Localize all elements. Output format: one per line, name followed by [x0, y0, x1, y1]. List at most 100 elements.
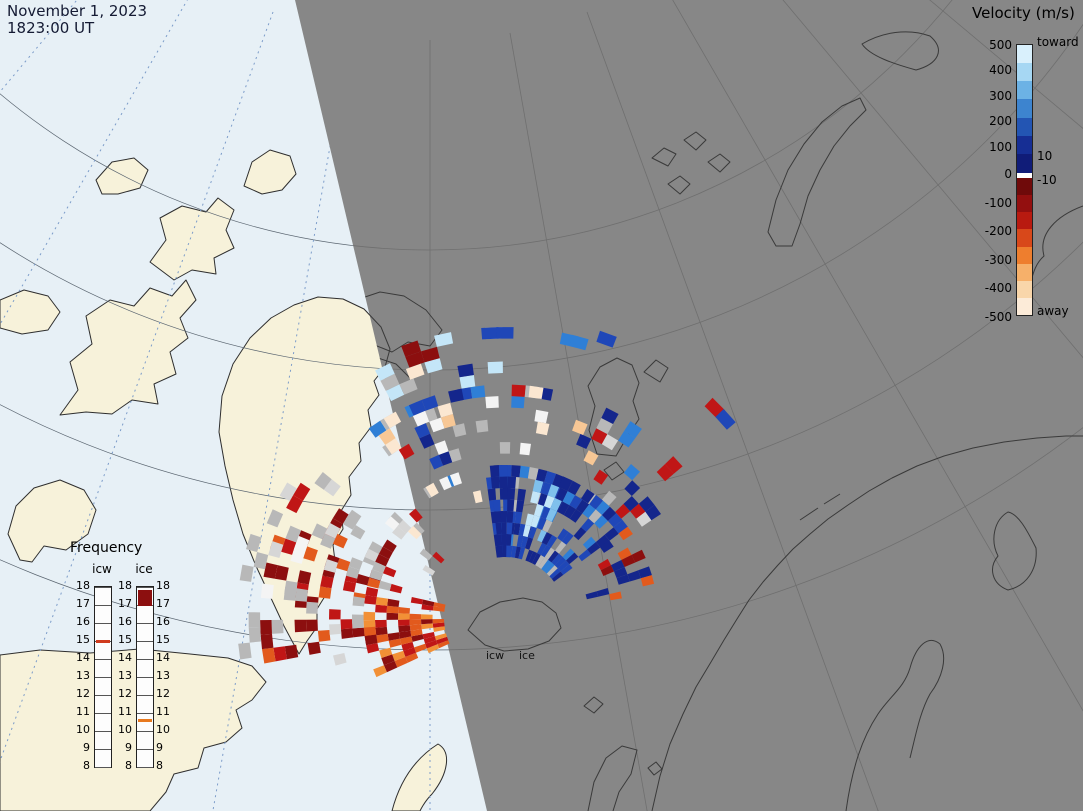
- radar-cell: [545, 508, 557, 522]
- radar-cell: [400, 636, 413, 645]
- radar-cell: [432, 551, 445, 564]
- radar-cell: [384, 516, 400, 531]
- radar-cell: [376, 633, 389, 643]
- frequency-tick-label: 10: [156, 723, 170, 736]
- radar-cell: [511, 465, 521, 478]
- coastline-labrador: [391, 743, 448, 811]
- frequency-bar-rung: [95, 605, 111, 606]
- radar-cell: [624, 480, 641, 496]
- radar-cell: [656, 464, 674, 482]
- radar-cell: [364, 548, 379, 562]
- coastline-franz-josef-1: [651, 147, 677, 167]
- frequency-bar-rung: [137, 731, 153, 732]
- radar-cell: [493, 499, 501, 512]
- coastline-baffin-island: [7, 479, 97, 563]
- radar-cell: [424, 358, 443, 374]
- radar-cell: [604, 527, 619, 541]
- frequency-tick-label: 8: [125, 759, 132, 772]
- coastline-svalbard-ne: [643, 359, 669, 383]
- radar-cell: [432, 619, 445, 624]
- radar-cell: [498, 465, 508, 477]
- radar-cell: [414, 423, 431, 439]
- radar-cell: [525, 513, 534, 527]
- radar-cell: [407, 525, 422, 540]
- radar-cell: [375, 604, 388, 613]
- radar-cell: [317, 630, 331, 642]
- radar-cell: [502, 545, 507, 557]
- radar-cell: [617, 547, 632, 560]
- colorbar-tick-label: 200: [989, 114, 1012, 129]
- radar-cell: [630, 503, 646, 519]
- radar-cell: [513, 523, 521, 536]
- radar-cell: [323, 479, 341, 497]
- radar-cell: [285, 525, 302, 543]
- radar-cell: [554, 556, 567, 569]
- radar-cell: [487, 488, 497, 501]
- frequency-bar-rung: [95, 749, 111, 750]
- radar-cell: [248, 612, 261, 628]
- radar-cell: [558, 476, 572, 491]
- radar-cell: [532, 553, 541, 565]
- radar-cell: [382, 566, 397, 578]
- radar-cell: [274, 565, 289, 581]
- radar-cell: [405, 652, 419, 663]
- radar-cell: [621, 554, 636, 567]
- frequency-tick-label: 17: [118, 597, 132, 610]
- frequency-bar-rung: [95, 713, 111, 714]
- radar-cell: [522, 524, 531, 538]
- radar-cell: [438, 451, 453, 466]
- radar-cell: [583, 450, 599, 466]
- radar-cell: [459, 375, 476, 389]
- frequency-tick-label: 15: [118, 633, 132, 646]
- radar-cell: [609, 591, 622, 601]
- frequency-tick-label: 17: [76, 597, 90, 610]
- radar-cell: [549, 568, 561, 579]
- colorbar-segment: [1017, 212, 1032, 230]
- radar-cell: [388, 511, 403, 527]
- radar-cell: [530, 515, 540, 528]
- radar-cell: [421, 623, 434, 630]
- radar-cell: [388, 638, 402, 648]
- radar-cell: [260, 583, 274, 599]
- radar-cell: [294, 619, 307, 633]
- radar-cell: [593, 469, 609, 485]
- radar-cell: [546, 535, 558, 548]
- radar-cell: [470, 385, 486, 399]
- radar-site-label-ice: ice: [519, 649, 535, 662]
- radar-cell: [432, 622, 445, 628]
- radar-cell: [422, 599, 435, 607]
- radar-cell: [419, 548, 433, 561]
- coastline-novaya-zemlya: [767, 97, 867, 247]
- radar-cell: [608, 513, 623, 528]
- radar-cell: [423, 636, 436, 644]
- radar-cell: [638, 496, 655, 512]
- radar-cell: [501, 522, 507, 535]
- radar-cell: [511, 384, 526, 397]
- radar-cell: [421, 395, 439, 411]
- radar-cell: [600, 565, 614, 576]
- radar-cell: [379, 647, 393, 658]
- radar-cell: [378, 546, 393, 560]
- radar-cell: [410, 629, 423, 637]
- radar-cell: [262, 647, 276, 664]
- radar-cell: [499, 488, 508, 500]
- radar-cell: [387, 632, 400, 641]
- radar-cell: [543, 495, 555, 509]
- frequency-bar-rung: [137, 587, 153, 588]
- radar-cell: [398, 619, 410, 626]
- radar-cell: [581, 518, 595, 532]
- radar-cell: [411, 522, 425, 536]
- radar-cell: [345, 509, 362, 525]
- colorbar-segment: [1017, 178, 1032, 196]
- colorbar-tick-label: -200: [984, 224, 1012, 239]
- toward-label: toward: [1037, 35, 1079, 49]
- radar-cell: [352, 614, 364, 624]
- colorbar-tick-label: 300: [989, 88, 1012, 103]
- radar-cell: [436, 636, 449, 645]
- radar-cell: [506, 545, 511, 558]
- radar-cell: [540, 506, 552, 520]
- frequency-tick-label: 14: [76, 651, 90, 664]
- frequency-marker: [138, 718, 152, 722]
- radar-cell: [457, 363, 474, 378]
- radar-cell: [537, 542, 547, 555]
